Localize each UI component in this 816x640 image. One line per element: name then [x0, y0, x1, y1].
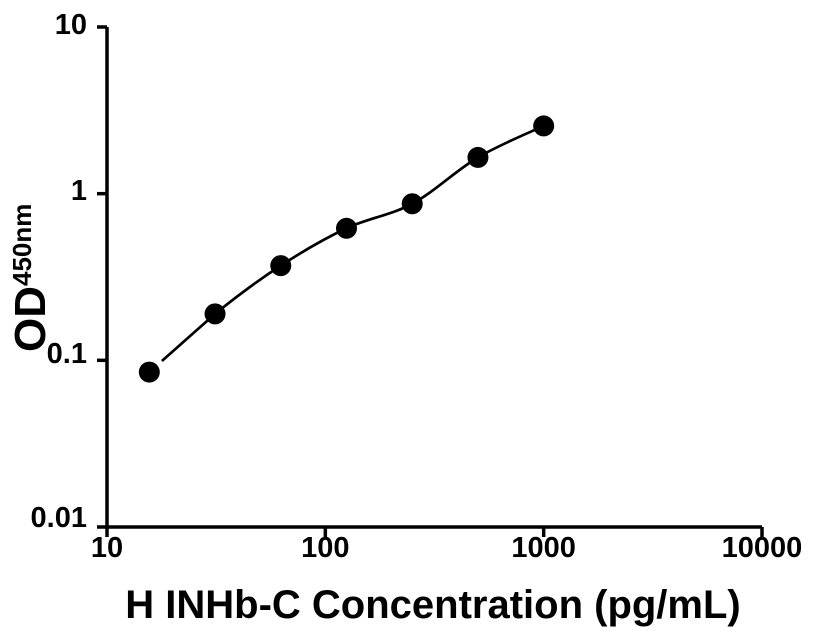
- svg-text:10000: 10000: [722, 532, 803, 564]
- svg-text:100: 100: [301, 532, 349, 564]
- svg-text:1000: 1000: [511, 532, 576, 564]
- svg-text:1: 1: [71, 175, 87, 207]
- svg-text:H INHb-C Concentration (pg/mL): H INHb-C Concentration (pg/mL): [125, 583, 741, 627]
- svg-text:0.01: 0.01: [31, 502, 87, 534]
- svg-text:10: 10: [91, 532, 123, 564]
- svg-text:10: 10: [55, 9, 87, 41]
- svg-text:OD450nm: OD450nm: [6, 204, 55, 352]
